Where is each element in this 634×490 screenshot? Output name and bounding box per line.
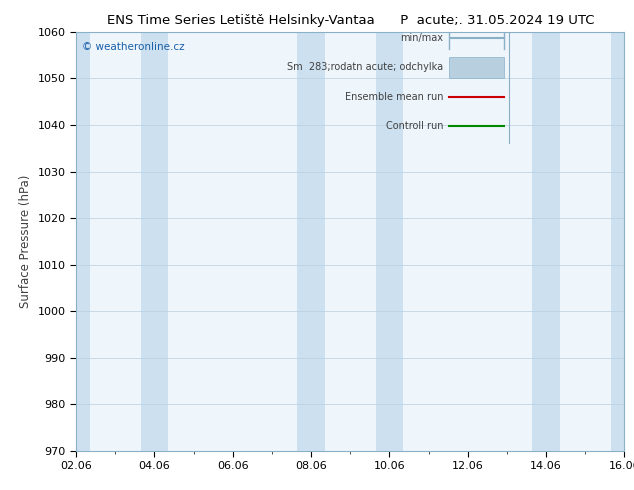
Bar bbox=[297, 32, 325, 451]
Text: Ensemble mean run: Ensemble mean run bbox=[345, 92, 444, 102]
Title: ENS Time Series Letiště Helsinky-Vantaa      P  acute;. 31.05.2024 19 UTC: ENS Time Series Letiště Helsinky-Vantaa … bbox=[107, 14, 594, 26]
Bar bbox=[141, 32, 168, 451]
Bar bbox=[611, 32, 634, 451]
FancyBboxPatch shape bbox=[449, 57, 504, 78]
Bar bbox=[533, 32, 560, 451]
Bar bbox=[376, 32, 403, 451]
Text: Controll run: Controll run bbox=[386, 121, 444, 131]
Y-axis label: Surface Pressure (hPa): Surface Pressure (hPa) bbox=[19, 174, 32, 308]
Text: min/max: min/max bbox=[401, 33, 444, 43]
Text: © weatheronline.cz: © weatheronline.cz bbox=[82, 42, 184, 52]
Text: Sm  283;rodatn acute; odchylka: Sm 283;rodatn acute; odchylka bbox=[287, 62, 444, 73]
Bar bbox=[62, 32, 90, 451]
